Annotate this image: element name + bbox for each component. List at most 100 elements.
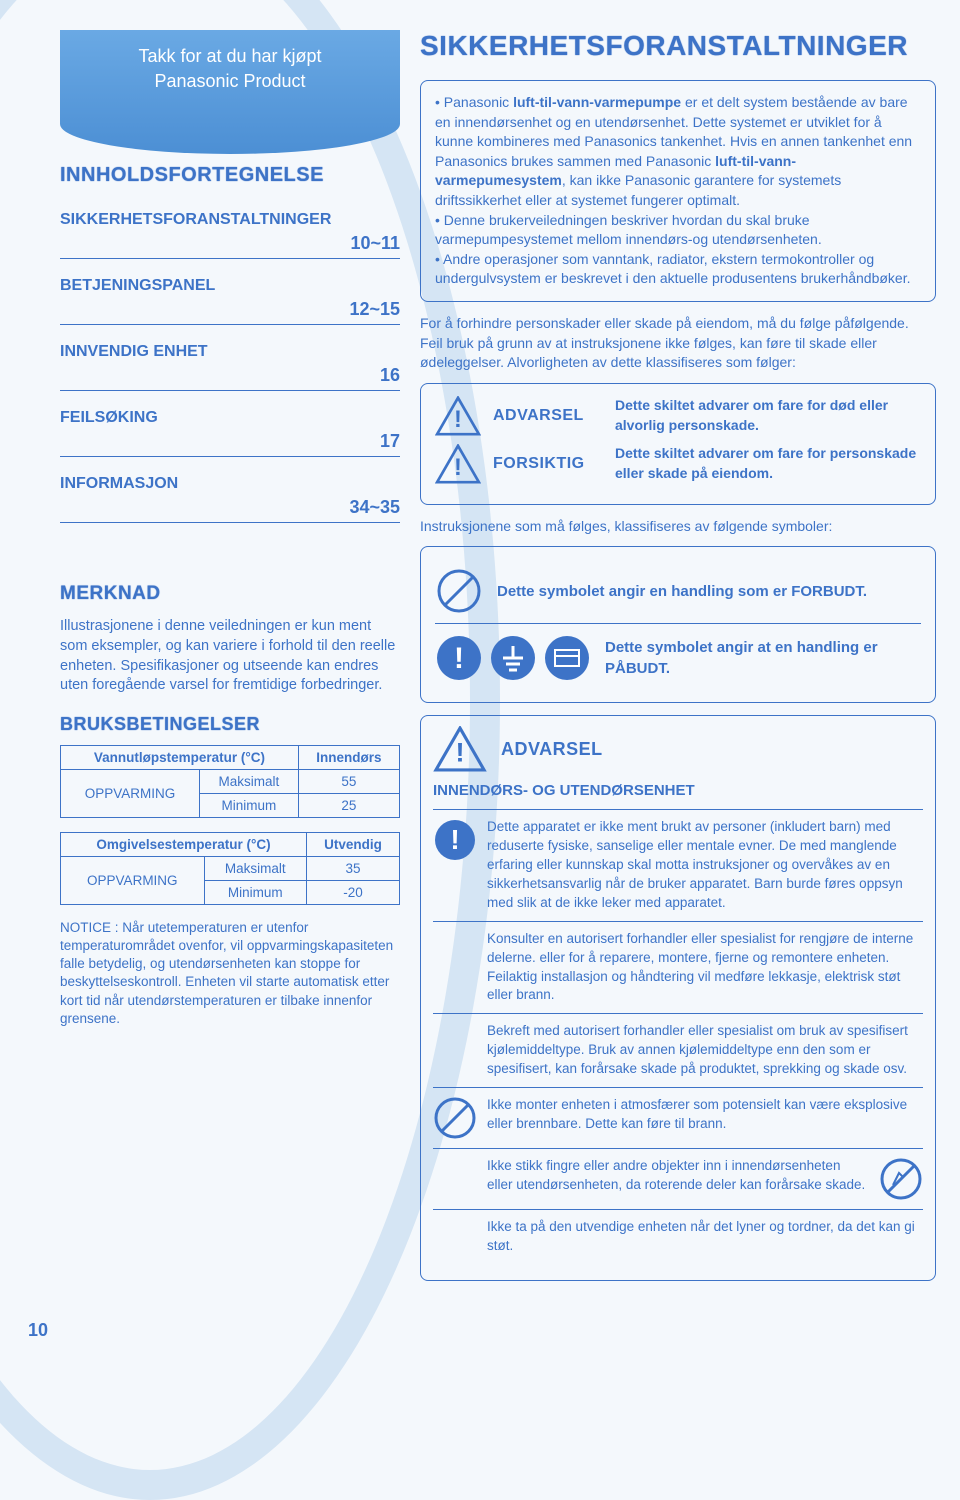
warn-row: Konsulter en autorisert forhandler eller…	[433, 921, 923, 1014]
toc-title: INNHOLDSFORTEGNELSE	[60, 164, 400, 187]
advarsel-header-label: ADVARSEL	[501, 737, 603, 762]
toc-page: 34~35	[60, 497, 400, 518]
left-column: Takk for at du har kjøpt Panasonic Produ…	[60, 30, 400, 1281]
signal-row-forsiktig: ! FORSIKTIG Dette skiltet advarer om far…	[435, 444, 921, 484]
warn-text: Ikke ta på den utvendige enheten når det…	[487, 1218, 923, 1256]
warn-row: Ikke monter enheten i atmosfærer som pot…	[433, 1087, 923, 1148]
classification-intro: Instruksjonene som må følges, klassifise…	[420, 517, 936, 537]
toc-item: BETJENINGSPANEL 12~15	[60, 271, 400, 325]
warn-text: Bekreft med autorisert forhandler eller …	[487, 1022, 923, 1079]
thanks-line2: Panasonic Product	[70, 69, 390, 94]
intro-bullets-box: Panasonic luft-til-vann-varmepumpe er et…	[420, 80, 936, 302]
table-header: Vannutløpstemperatur (°C)	[61, 745, 299, 769]
right-column: SIKKERHETSFORANSTALTNINGER Panasonic luf…	[420, 30, 936, 1281]
signal-row-advarsel: ! ADVARSEL Dette skiltet advarer om fare…	[435, 396, 921, 436]
warn-text-with-icon: Ikke stikk fingre eller andre objekter i…	[487, 1157, 923, 1201]
warning-triangle-icon: !	[433, 726, 487, 772]
table-cell: Maksimalt	[199, 769, 298, 793]
spacer-icon	[433, 1157, 477, 1201]
svg-text:!: !	[454, 642, 464, 675]
svg-text:!: !	[454, 407, 462, 433]
symbol-desc: Dette symbolet angir en handling som er …	[497, 581, 867, 602]
bullet-item: Andre operasjoner som vanntank, radiator…	[435, 250, 921, 289]
notice-text: Når utetemperaturen er utenfor temperatu…	[60, 920, 393, 1026]
follow-paragraph: For å forhindre personskader eller skade…	[420, 314, 936, 373]
svg-text:!: !	[455, 737, 464, 768]
notice-label: NOTICE :	[60, 920, 119, 935]
conditions-table-ambient: Omgivelsestemperatur (°C) Utvendig OPPVA…	[60, 832, 400, 905]
signal-desc: Dette skiltet advarer om fare for person…	[615, 444, 921, 483]
warn-text: Dette apparatet er ikke ment brukt av pe…	[487, 818, 923, 912]
prohibition-icon	[435, 567, 483, 615]
warn-row: Bekreft med autorisert forhandler eller …	[433, 1013, 923, 1087]
symbol-row-mandatory: ! Dette symbolet angir at en handling er…	[435, 623, 921, 682]
caution-triangle-icon: !	[435, 444, 481, 484]
main-title: SIKKERHETSFORANSTALTNINGER	[420, 30, 936, 62]
spacer-icon	[433, 1022, 477, 1066]
svg-text:!: !	[454, 455, 462, 481]
warn-text: Ikke monter enheten i atmosfærer som pot…	[487, 1096, 923, 1134]
advarsel-header: ! ADVARSEL	[433, 726, 923, 772]
table-header: Innendørs	[298, 745, 399, 769]
table-cell: Minimum	[204, 880, 306, 904]
thanks-line1: Takk for at du har kjøpt	[70, 44, 390, 69]
warn-row: Ikke ta på den utvendige enheten når det…	[433, 1209, 923, 1270]
warn-text: Ikke stikk fingre eller andre objekter i…	[487, 1157, 869, 1195]
mandatory-ground-icon	[489, 634, 537, 682]
toc-label: INFORMASJON	[60, 475, 400, 493]
mandatory-icon-group: !	[435, 634, 591, 682]
table-cell: 55	[298, 769, 399, 793]
toc-item: INFORMASJON 34~35	[60, 469, 400, 523]
merknad-title: MERKNAD	[60, 583, 400, 605]
table-cell: 35	[307, 856, 400, 880]
merknad-text: Illustrasjonene i denne veiledningen er …	[60, 617, 400, 695]
advarsel-subtitle: INNENDØRS- OG UTENDØRSENHET	[433, 780, 923, 801]
page-number: 10	[28, 1320, 48, 1341]
notice-block: NOTICE : Når utetemperaturen er utenfor …	[60, 919, 400, 1028]
symbol-desc: Dette symbolet angir at en handling er P…	[605, 637, 921, 679]
thanks-banner: Takk for at du har kjøpt Panasonic Produ…	[60, 30, 400, 154]
mandatory-exclaim-icon: !	[435, 634, 483, 682]
table-rowlabel: OPPVARMING	[61, 856, 205, 904]
toc-item: INNVENDIG ENHET 16	[60, 337, 400, 391]
text: Panasonic	[444, 94, 513, 110]
symbols-box: Dette symbolet angir en handling som er …	[420, 546, 936, 703]
toc-page: 17	[60, 431, 400, 452]
spacer-icon	[433, 1218, 477, 1262]
toc-label: SIKKERHETSFORANSTALTNINGER	[60, 211, 400, 229]
table-cell: 25	[298, 793, 399, 817]
no-finger-icon	[879, 1157, 923, 1201]
table-cell: Maksimalt	[204, 856, 306, 880]
bullet-item: Denne brukerveiledningen beskriver hvord…	[435, 211, 921, 250]
table-rowlabel: OPPVARMING	[61, 769, 200, 817]
warning-triangle-icon: !	[435, 396, 481, 436]
prohibition-icon	[433, 1096, 477, 1140]
toc-label: FEILSØKING	[60, 409, 400, 427]
toc-page: 10~11	[60, 233, 400, 254]
table-cell: Minimum	[199, 793, 298, 817]
page-container: Takk for at du har kjøpt Panasonic Produ…	[0, 0, 960, 1311]
advarsel-box: ! ADVARSEL INNENDØRS- OG UTENDØRSENHET !…	[420, 715, 936, 1281]
signal-label: FORSIKTIG	[493, 453, 603, 475]
toc-item: FEILSØKING 17	[60, 403, 400, 457]
table-header: Omgivelsestemperatur (°C)	[61, 832, 307, 856]
mandatory-card-icon	[543, 634, 591, 682]
signal-words-box: ! ADVARSEL Dette skiltet advarer om fare…	[420, 383, 936, 505]
warn-text: Konsulter en autorisert forhandler eller…	[487, 930, 923, 1006]
toc-label: INNVENDIG ENHET	[60, 343, 400, 361]
bruks-title: BRUKSBETINGELSER	[60, 714, 400, 735]
spacer-icon	[433, 930, 477, 974]
signal-desc: Dette skiltet advarer om fare for død el…	[615, 396, 921, 435]
table-cell: -20	[307, 880, 400, 904]
toc-label: BETJENINGSPANEL	[60, 277, 400, 295]
symbol-row-forbidden: Dette symbolet angir en handling som er …	[435, 567, 921, 615]
warn-row: ! Dette apparatet er ikke ment brukt av …	[433, 809, 923, 920]
svg-text:!: !	[450, 824, 459, 855]
conditions-table-water: Vannutløpstemperatur (°C) Innendørs OPPV…	[60, 745, 400, 818]
bold-text: luft-til-vann-varmepumpe	[513, 94, 681, 110]
mandatory-exclaim-icon: !	[433, 818, 477, 862]
toc-page: 12~15	[60, 299, 400, 320]
table-header: Utvendig	[307, 832, 400, 856]
toc-page: 16	[60, 365, 400, 386]
toc-item: SIKKERHETSFORANSTALTNINGER 10~11	[60, 205, 400, 259]
